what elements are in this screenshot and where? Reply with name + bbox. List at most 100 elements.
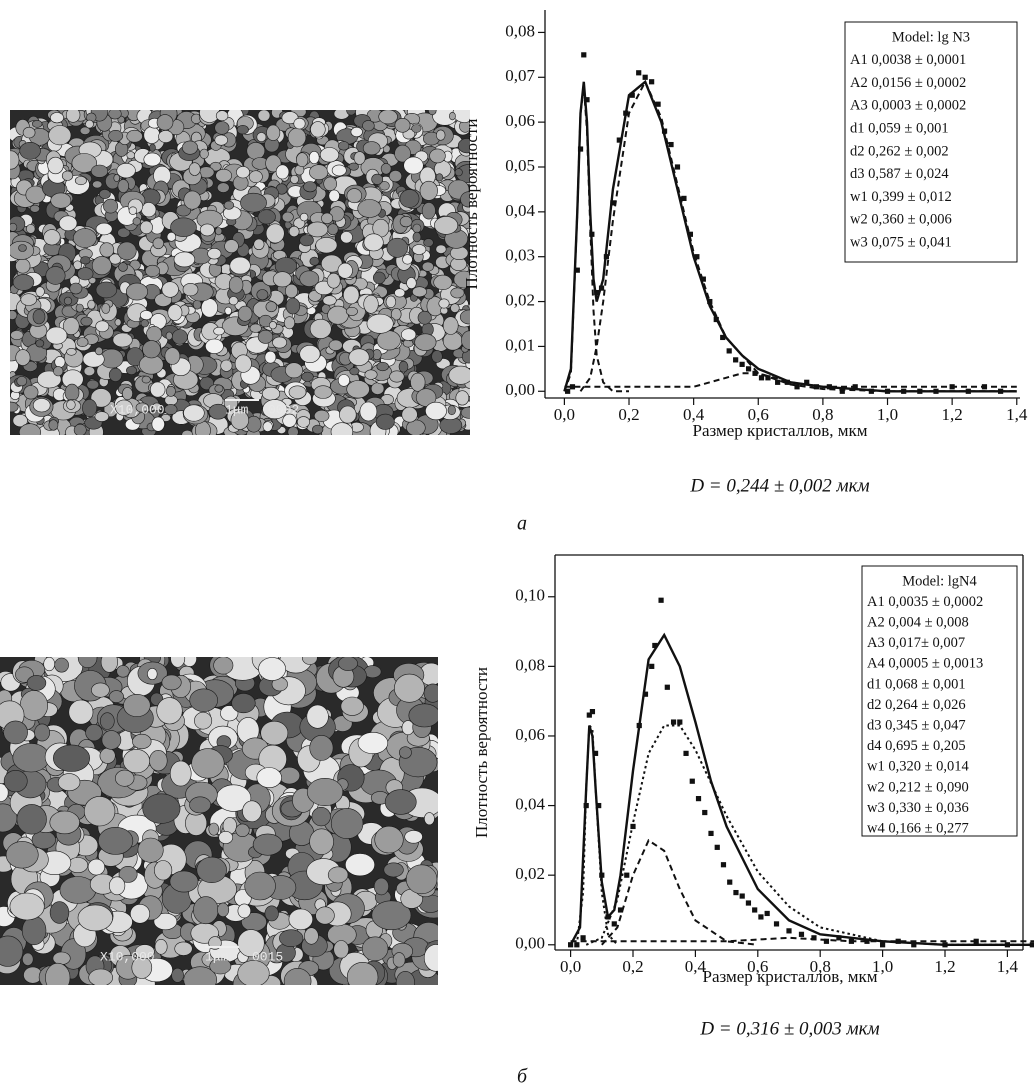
sem-grain (240, 192, 267, 213)
mean-size: D = 0,244 ± 0,002 мкм (689, 475, 869, 496)
sem-grain (91, 682, 110, 698)
y-tick-label: 0,01 (505, 335, 535, 354)
sem-grain (340, 696, 364, 716)
sem-grain (248, 170, 263, 183)
sem-grain (149, 749, 168, 772)
fit-curve (579, 79, 1017, 393)
data-point (823, 938, 830, 944)
sem-grain (423, 812, 435, 826)
sem-grain (266, 124, 281, 141)
data-point (616, 137, 622, 143)
sem-grain (330, 422, 354, 435)
data-point (758, 375, 765, 381)
sem-grain (215, 110, 229, 122)
sem-grain (100, 657, 118, 673)
sem-grain (384, 789, 417, 815)
data-point (565, 388, 571, 394)
sem-grain (95, 222, 113, 236)
sem-grain (447, 405, 456, 416)
sem-grain (364, 369, 378, 380)
sem-grain (165, 331, 173, 341)
sem-magnification: X10,000 (100, 949, 155, 964)
legend-box (844, 21, 1018, 263)
sem-grain (43, 229, 61, 246)
sem-grain (165, 385, 176, 397)
sem-grain (268, 321, 277, 330)
sem-grain (349, 367, 360, 376)
sem-grain (410, 372, 426, 392)
data-point (752, 907, 758, 913)
sem-grain (140, 310, 153, 321)
sem-grain (108, 367, 123, 382)
sem-grain (95, 346, 104, 356)
sem-grain (10, 330, 24, 341)
sem-grain (161, 281, 179, 298)
sem-grain (82, 398, 98, 417)
sem-grain (394, 118, 411, 133)
sem-grain (390, 308, 402, 321)
sem-grain (183, 190, 202, 210)
data-point (649, 79, 655, 85)
data-point (727, 879, 733, 885)
data-point (596, 802, 602, 809)
y-tick-label: 0,04 (505, 201, 535, 220)
legend-line: w1 0,320 ± 0,014 (867, 759, 970, 775)
sem-grain (199, 223, 215, 237)
sem-grain (73, 423, 87, 435)
sem-grain (171, 329, 188, 345)
sem-grain (173, 251, 196, 268)
sem-grain (71, 153, 98, 173)
x-tick-label: 0,0 (554, 405, 575, 424)
data-point (758, 914, 764, 920)
sem-grain (327, 223, 339, 236)
sem-grain (314, 409, 330, 422)
sem-grain (253, 238, 265, 251)
sem-grain (58, 215, 78, 232)
sem-grain (303, 181, 317, 193)
sem-grain (296, 416, 310, 428)
sem-grain (404, 830, 423, 844)
sem-grain (223, 200, 235, 210)
sem-grain (100, 712, 115, 730)
data-point (580, 935, 586, 941)
data-point (720, 862, 727, 868)
sem-grain (83, 796, 116, 827)
data-point (745, 366, 752, 372)
sem-grain (262, 421, 273, 432)
sem-grain (99, 242, 115, 258)
sem-grain (25, 185, 46, 204)
sem-grain (182, 140, 199, 155)
x-tick-label: 0,2 (622, 957, 643, 976)
sem-grain (313, 385, 333, 399)
sem-grain (288, 908, 313, 931)
sem-grain (442, 316, 459, 335)
sem-grain (306, 221, 329, 238)
sem-grain (19, 142, 41, 160)
sem-grain (288, 385, 307, 399)
sem-grain (135, 402, 149, 413)
data-point (720, 334, 726, 341)
sem-grain (98, 189, 111, 199)
data-point (677, 719, 683, 725)
sem-grain (16, 804, 47, 835)
sem-grain (95, 320, 110, 333)
data-point (764, 910, 770, 917)
sem-grain (370, 382, 385, 395)
data-point (864, 938, 870, 944)
sem-grain (261, 386, 281, 401)
sem-grain (299, 270, 320, 287)
sem-grain (208, 822, 220, 836)
data-point (664, 684, 670, 690)
sem-grain (170, 657, 186, 668)
data-point (674, 164, 681, 170)
sem-grain (401, 406, 418, 423)
sem-grain (264, 905, 279, 922)
sem-grain (236, 124, 249, 135)
sem-grain (231, 693, 256, 714)
data-point (652, 642, 658, 649)
sem-grain (438, 298, 450, 309)
sem-grain (448, 365, 470, 385)
sem-grain (66, 399, 76, 410)
sem-grain (101, 303, 111, 314)
sem-grain (425, 401, 447, 421)
